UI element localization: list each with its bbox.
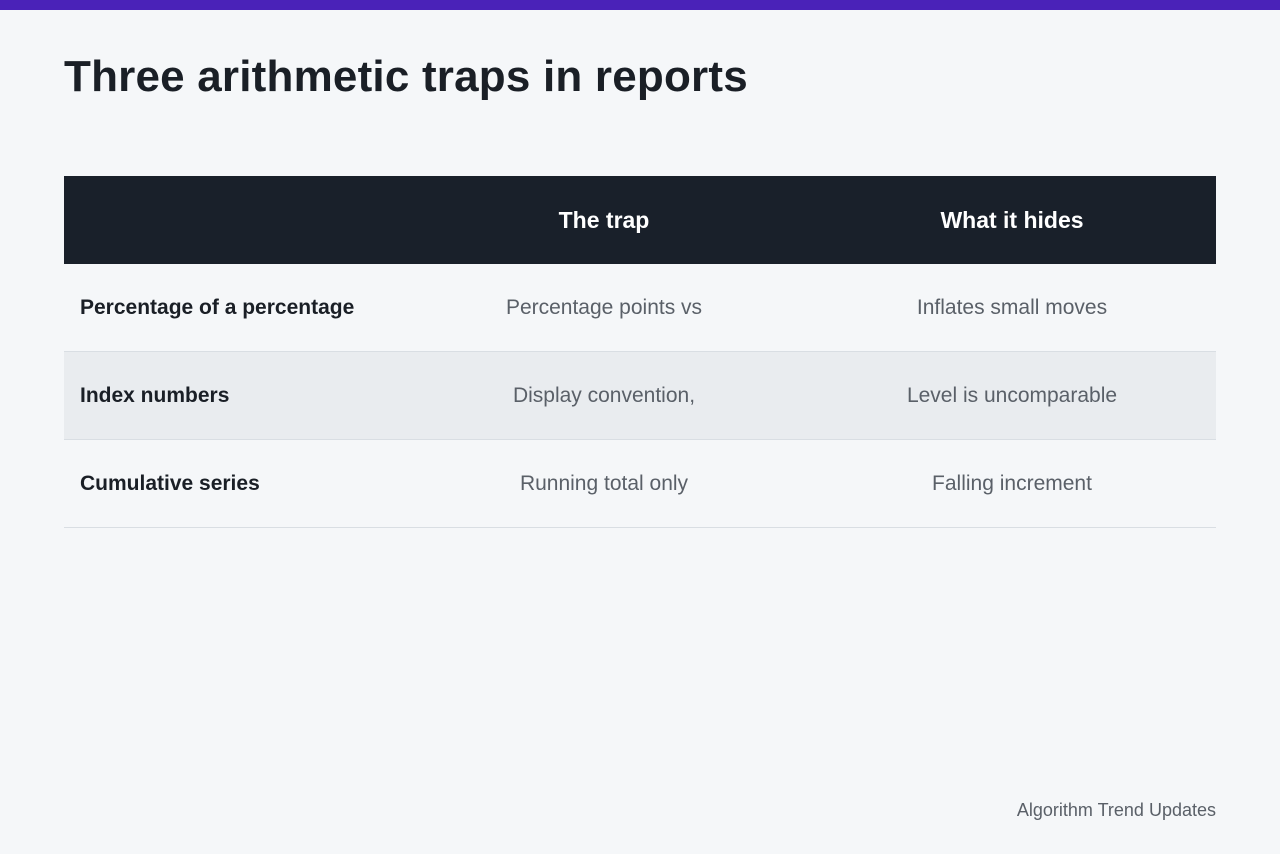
header-cell-hides: What it hides xyxy=(940,206,1084,233)
traps-table: The trap What it hides Percentage of a p… xyxy=(64,176,1216,528)
row-hides: Falling increment xyxy=(932,471,1092,495)
table-row: Cumulative series Running total only Fal… xyxy=(64,440,1216,528)
top-accent-bar xyxy=(0,0,1280,10)
row-hides: Inflates small moves xyxy=(916,295,1108,319)
table-row: Index numbers Display convention, Level … xyxy=(64,352,1216,440)
row-trap: Display convention, xyxy=(512,383,696,407)
row-label: Index numbers xyxy=(80,383,230,407)
page-title: Three arithmetic traps in reports xyxy=(64,52,748,101)
row-trap: Percentage points vs xyxy=(505,295,703,319)
table-header-row: The trap What it hides xyxy=(64,176,1216,264)
row-hides: Level is uncomparable xyxy=(906,383,1118,407)
header-cell-trap: The trap xyxy=(558,206,650,233)
row-label: Percentage of a percentage xyxy=(80,295,355,319)
footer-source: Algorithm Trend Updates xyxy=(1016,800,1216,820)
row-trap: Running total only xyxy=(519,471,689,495)
row-label: Cumulative series xyxy=(80,471,260,495)
table-row: Percentage of a percentage Percentage po… xyxy=(64,264,1216,352)
